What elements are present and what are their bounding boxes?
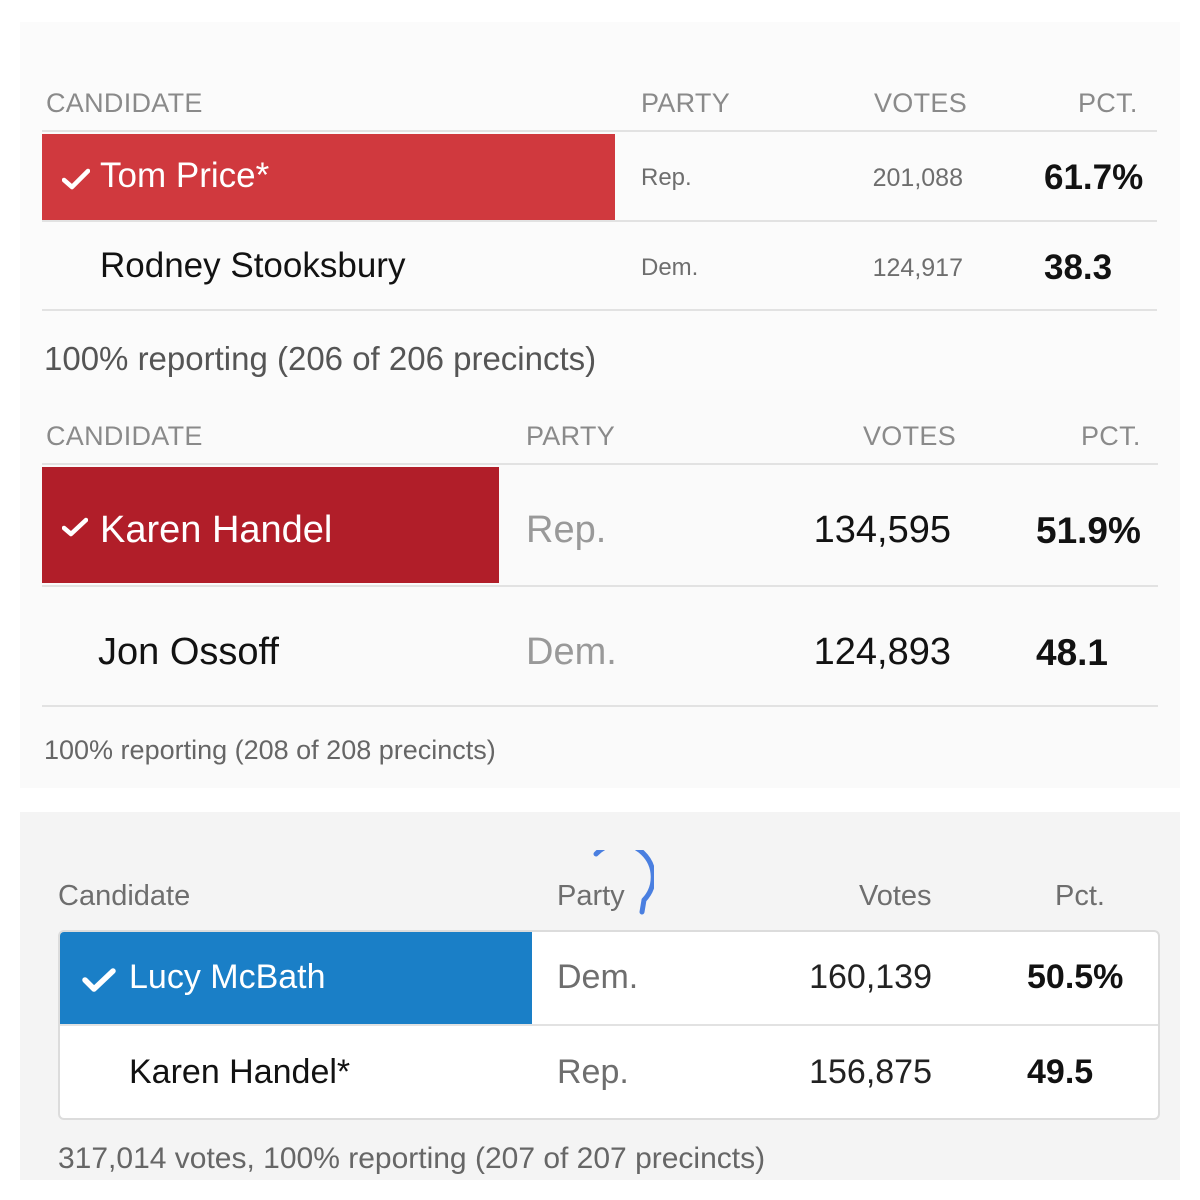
header-candidate: CANDIDATE: [46, 421, 203, 451]
candidate-pct: 38.3: [1044, 248, 1113, 287]
checkmark-icon: [82, 968, 116, 992]
candidate-row: Rodney Stooksbury Dem. 124,917 38.3: [42, 224, 1157, 310]
header-party: Party: [557, 880, 625, 912]
candidate-votes: 160,139: [809, 958, 932, 996]
header-pct: PCT.: [1078, 88, 1138, 118]
candidate-pct: 48.1: [1036, 632, 1109, 673]
candidate-name: Karen Handel: [100, 509, 333, 551]
divider: [42, 220, 1157, 222]
candidate-votes: 134,595: [813, 509, 951, 551]
header-pct: PCT.: [1081, 421, 1141, 451]
candidate-votes: 156,875: [809, 1053, 932, 1091]
winner-highlight: [60, 932, 532, 1024]
candidate-name: Rodney Stooksbury: [100, 246, 406, 285]
candidate-row-winner: Tom Price* Rep. 201,088 61.7%: [42, 134, 1157, 220]
header-votes: Votes: [859, 880, 932, 912]
header-party: PARTY: [526, 421, 616, 451]
divider: [42, 309, 1157, 311]
candidate-party: Rep.: [641, 164, 692, 191]
candidate-pct: 49.5: [1027, 1053, 1094, 1091]
reporting-status: 317,014 votes, 100% reporting (207 of 20…: [58, 1142, 766, 1175]
candidate-party: Dem.: [641, 254, 699, 281]
candidate-party: Rep.: [557, 1053, 629, 1091]
reporting-status: 100% reporting (206 of 206 precincts): [44, 340, 597, 377]
loading-spinner-icon: [593, 850, 654, 915]
candidate-name: Tom Price*: [100, 156, 270, 195]
checkmark-icon: [62, 168, 90, 190]
divider: [60, 1024, 1158, 1026]
winner-highlight: [42, 134, 615, 220]
winner-highlight: [42, 467, 499, 583]
header-candidate: CANDIDATE: [46, 88, 203, 118]
candidate-party: Dem.: [526, 631, 617, 673]
divider: [42, 463, 1158, 465]
race-results-table-2: [20, 390, 1180, 788]
reporting-status: 100% reporting (208 of 208 precincts): [44, 735, 496, 765]
results-card: Lucy McBath Dem. 160,139 50.5% Karen Han…: [58, 930, 1160, 1120]
candidate-party: Dem.: [557, 958, 639, 996]
candidate-pct: 51.9%: [1036, 510, 1141, 551]
checkmark-icon: [62, 517, 88, 537]
header-votes: VOTES: [863, 421, 957, 451]
candidate-name: Karen Handel*: [129, 1053, 351, 1091]
candidate-pct: 61.7%: [1044, 158, 1144, 197]
header-votes: VOTES: [874, 88, 968, 118]
candidate-votes: 124,917: [872, 254, 963, 282]
candidate-name: Lucy McBath: [129, 958, 326, 996]
divider: [42, 585, 1158, 587]
candidate-votes: 201,088: [872, 164, 963, 192]
header-candidate: Candidate: [58, 880, 191, 912]
candidate-pct: 50.5%: [1027, 958, 1124, 996]
candidate-votes: 124,893: [813, 631, 951, 673]
candidate-name: Jon Ossoff: [98, 631, 279, 673]
divider: [42, 705, 1158, 707]
header-pct: Pct.: [1055, 880, 1105, 912]
header-party: PARTY: [641, 88, 731, 118]
divider: [42, 130, 1157, 132]
candidate-party: Rep.: [526, 509, 607, 551]
